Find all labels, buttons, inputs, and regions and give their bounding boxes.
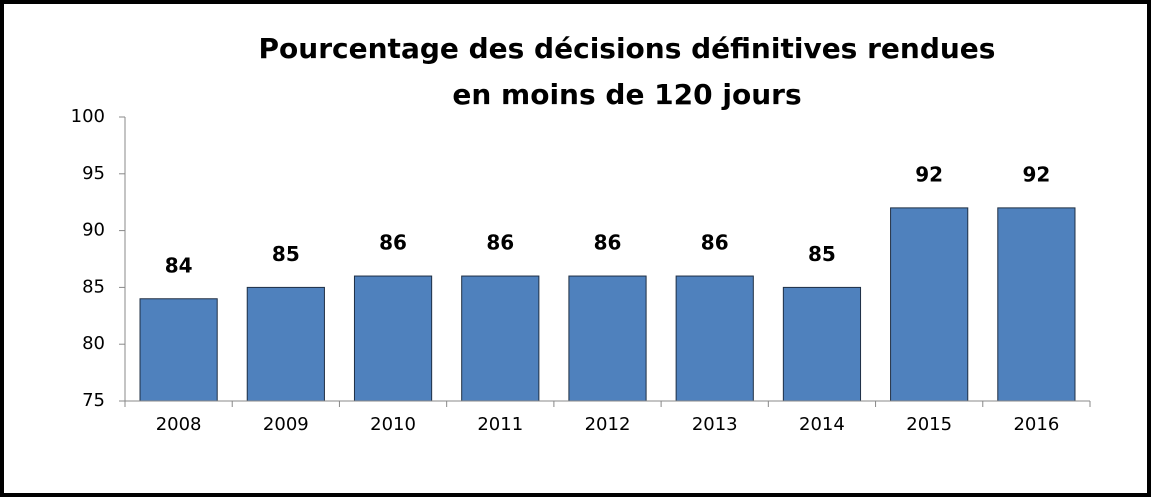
- y-tick-label: 90: [82, 220, 105, 241]
- x-tick-label: 2015: [906, 414, 952, 435]
- y-tick-label: 75: [82, 390, 105, 411]
- x-tick-label: 2008: [156, 414, 202, 435]
- bar: [568, 275, 647, 402]
- bar: [997, 207, 1076, 402]
- data-label: 86: [701, 231, 729, 255]
- data-label: 85: [272, 242, 300, 266]
- data-label: 86: [594, 231, 622, 255]
- x-tick-label: 2016: [1013, 414, 1059, 435]
- y-tick-label: 95: [82, 163, 105, 184]
- data-label: 85: [808, 242, 836, 266]
- x-tick-label: 2011: [477, 414, 523, 435]
- bar: [246, 286, 325, 402]
- x-tick-label: 2010: [370, 414, 416, 435]
- data-label: 86: [379, 231, 407, 255]
- x-tick-label: 2014: [799, 414, 845, 435]
- data-label: 92: [915, 162, 943, 186]
- y-tick-label: 100: [71, 106, 105, 127]
- y-tick-label: 85: [82, 276, 105, 297]
- x-tick-label: 2012: [585, 414, 631, 435]
- bar: [782, 286, 862, 402]
- bar: [353, 275, 433, 402]
- bar: [890, 207, 969, 402]
- bar: [675, 275, 754, 402]
- data-label: 84: [165, 253, 193, 277]
- data-label: 92: [1022, 162, 1050, 186]
- bar: [461, 275, 540, 402]
- chart-title: Pourcentage des décisions définitives re…: [259, 32, 996, 65]
- y-tick-label: 80: [82, 333, 105, 354]
- x-tick-label: 2013: [692, 414, 738, 435]
- data-label: 86: [486, 231, 514, 255]
- chart-title: en moins de 120 jours: [452, 78, 801, 111]
- bar: [139, 298, 218, 402]
- x-tick-label: 2009: [263, 414, 309, 435]
